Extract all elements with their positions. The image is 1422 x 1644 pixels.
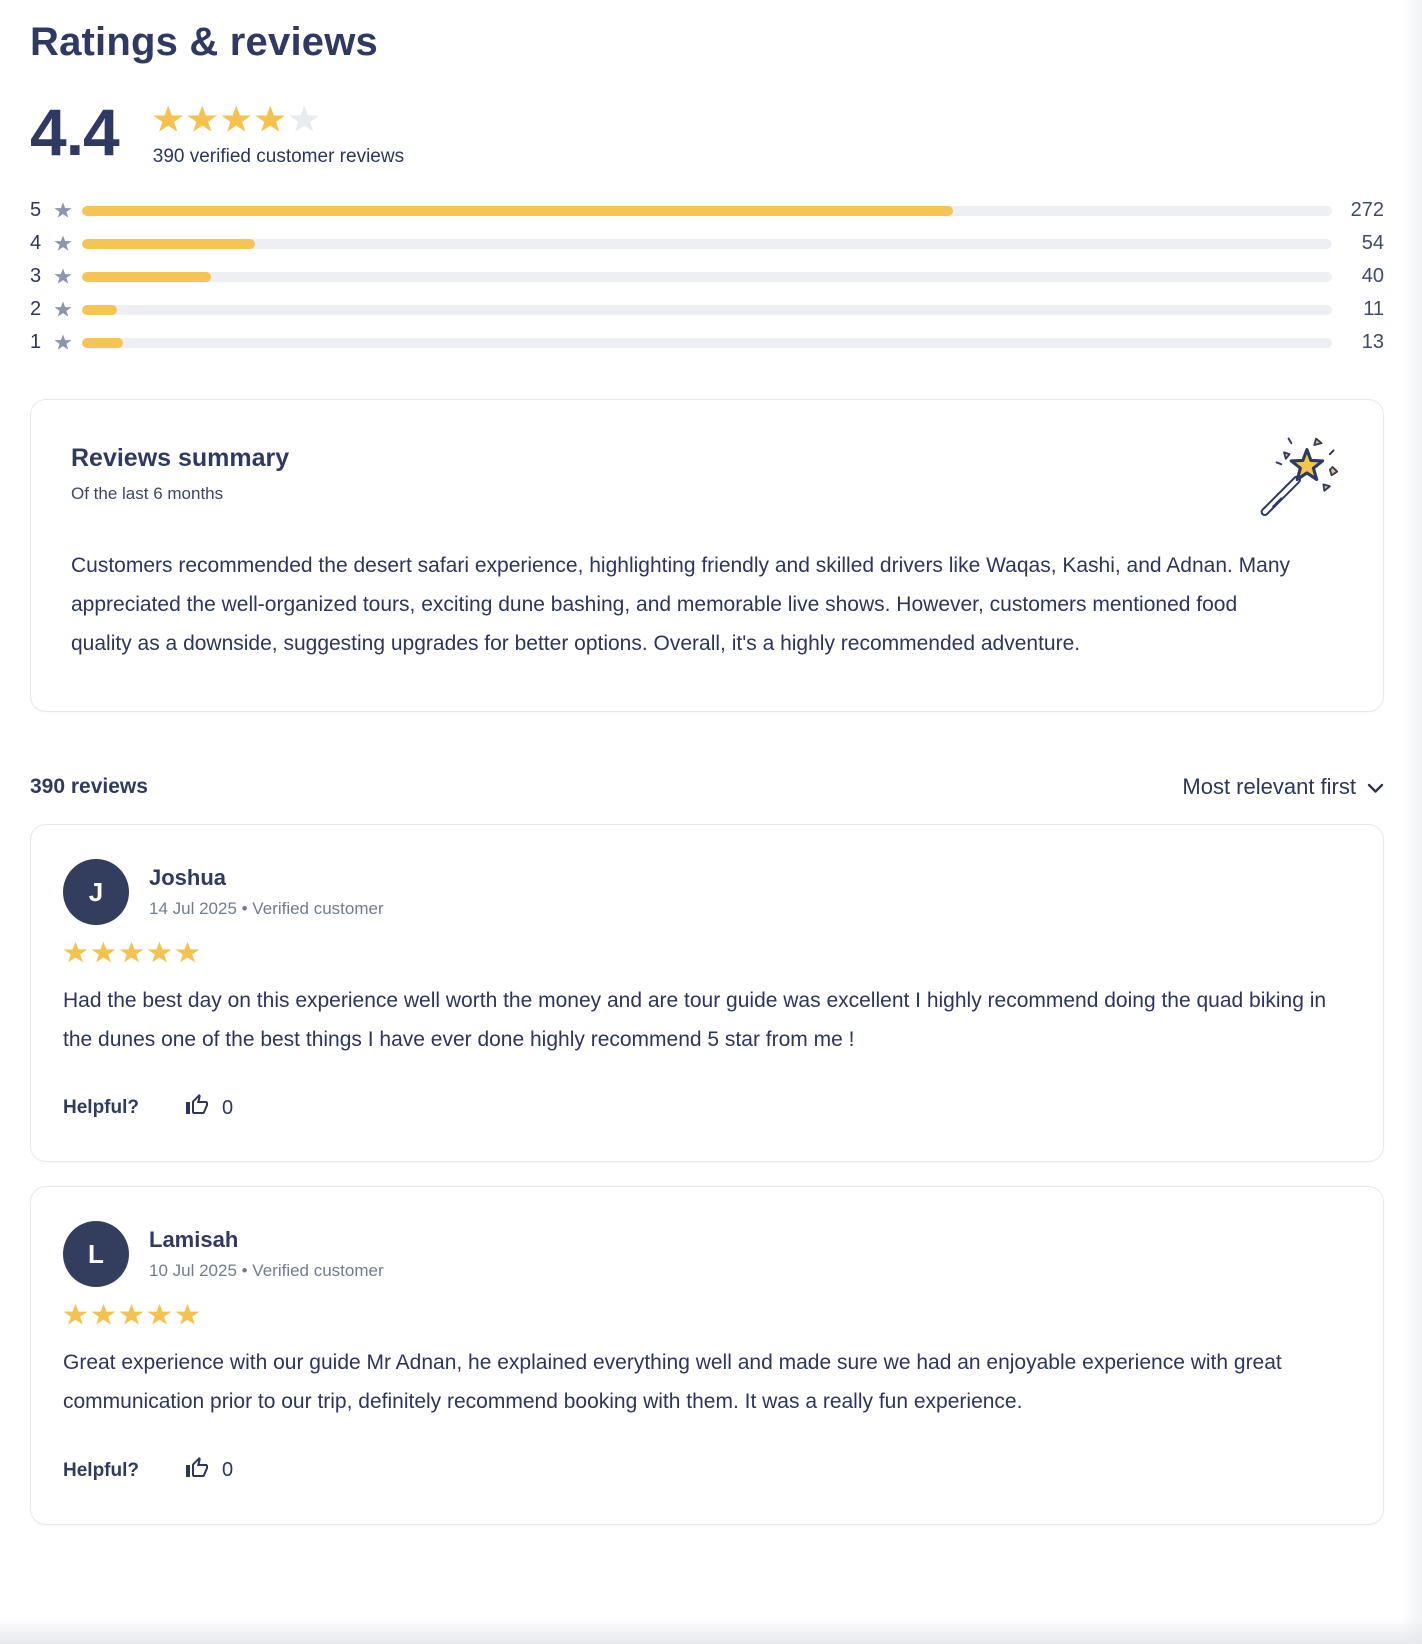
star-icon: [54, 202, 72, 218]
rating-bar-count: 13: [1361, 331, 1384, 353]
helpful-row: Helpful? 0: [63, 1093, 1351, 1123]
star-icon: [54, 235, 72, 251]
helpful-label: Helpful?: [63, 1459, 139, 1481]
rating-bar-count: 272: [1350, 199, 1384, 221]
star-icon: [54, 301, 72, 317]
thumbs-up-icon: [185, 1093, 209, 1123]
star-icon: [175, 941, 200, 963]
star-icon: [63, 1303, 88, 1325]
review-text: Had the best day on this experience well…: [63, 989, 1327, 1051]
star-icon: [147, 1303, 172, 1325]
star-icon: [91, 1303, 116, 1325]
rating-bar-track: [82, 337, 1332, 348]
rating-bar-label: 5: [30, 199, 42, 221]
star-icon: [91, 941, 116, 963]
star-icon: [54, 268, 72, 284]
rating-bar-row: 1 13: [30, 326, 1384, 359]
reviewer-name: Lamisah: [149, 1227, 239, 1253]
rating-bar-count: 54: [1361, 232, 1384, 254]
star-icon: [147, 941, 172, 963]
review-star-rating: [63, 941, 1351, 964]
magic-wand-icon: [1251, 434, 1339, 527]
rating-bar-count: 40: [1361, 265, 1384, 287]
rating-bar-label: 3: [30, 265, 42, 287]
summary-subtitle: Of the last 6 months: [71, 484, 224, 503]
star-icon: [187, 105, 218, 132]
star-icon: [175, 1303, 200, 1325]
reviews-summary-card: Reviews summary Of the last 6 months Cus…: [30, 399, 1384, 713]
avatar: J: [63, 859, 129, 926]
helpful-count: 0: [222, 1459, 234, 1482]
star-icon: [255, 105, 286, 132]
review-card: L Lamisah 10 Jul 2025 • Verified custome…: [30, 1186, 1384, 1525]
rating-bar-track: [82, 271, 1332, 282]
rating-bar-fill: [82, 337, 124, 348]
reviewer-info: Joshua 14 Jul 2025 • Verified customer: [149, 865, 384, 919]
rating-bar-fill: [82, 304, 117, 315]
bottom-fade: [0, 1618, 1422, 1644]
rating-bar-row: 5 272: [30, 194, 1384, 227]
star-icon: [63, 941, 88, 963]
reviews-list-header: 390 reviews Most relevant first: [30, 774, 1384, 800]
star-icon: [54, 334, 72, 350]
chevron-down-icon: [1367, 774, 1384, 800]
rating-bar-row: 2 11: [30, 293, 1384, 326]
avatar: L: [63, 1221, 129, 1288]
rating-bar-row: 4 54: [30, 227, 1384, 260]
rating-bar-label: 2: [30, 298, 42, 320]
review-card: J Joshua 14 Jul 2025 • Verified customer…: [30, 824, 1384, 1163]
review-header: L Lamisah 10 Jul 2025 • Verified custome…: [63, 1221, 1351, 1288]
avatar-initial: J: [88, 876, 104, 907]
thumbs-up-button[interactable]: 0: [185, 1456, 233, 1486]
reviewer-info: Lamisah 10 Jul 2025 • Verified customer: [149, 1227, 384, 1281]
thumbs-up-button[interactable]: 0: [185, 1093, 233, 1123]
rating-bar-fill: [82, 238, 255, 249]
review-text: Great experience with our guide Mr Adnan…: [63, 1351, 1282, 1414]
overall-star-rating: [153, 101, 404, 134]
review-meta: 14 Jul 2025 • Verified customer: [149, 899, 384, 919]
summary-title: Reviews summary: [71, 444, 290, 472]
verified-reviews-caption: 390 verified customer reviews: [152, 146, 405, 167]
summary-body: Customers recommended the desert safari …: [71, 554, 1291, 656]
reviewer-name: Joshua: [149, 865, 227, 891]
rating-bar-track: [82, 238, 1332, 249]
star-icon: [289, 105, 320, 132]
star-icon: [119, 1303, 144, 1325]
rating-distribution: 5 272 4 54 3 40 2 11 1 13: [30, 194, 1384, 359]
rating-score: 4.4: [30, 95, 120, 169]
reviews-count: 390 reviews: [30, 775, 148, 799]
helpful-count: 0: [222, 1096, 234, 1119]
helpful-label: Helpful?: [63, 1097, 139, 1119]
review-header: J Joshua 14 Jul 2025 • Verified customer: [63, 859, 1351, 926]
rating-bar-label: 1: [30, 331, 42, 353]
rating-overview: 4.4 390 verified customer reviews: [30, 95, 1384, 169]
sort-dropdown[interactable]: Most relevant first: [1182, 774, 1384, 800]
review-star-rating: [63, 1303, 1351, 1326]
rating-bar-fill: [82, 205, 954, 216]
rating-bar-count: 11: [1363, 298, 1384, 320]
star-icon: [221, 105, 252, 132]
review-meta: 10 Jul 2025 • Verified customer: [149, 1261, 384, 1281]
page-title: Ratings & reviews: [30, 20, 378, 64]
avatar-initial: L: [88, 1238, 104, 1269]
thumbs-up-icon: [185, 1456, 209, 1486]
rating-bar-track: [82, 304, 1332, 315]
right-edge-fade: [1402, 0, 1422, 1644]
rating-bar-fill: [82, 271, 211, 282]
helpful-row: Helpful? 0: [63, 1456, 1351, 1486]
sort-label: Most relevant first: [1182, 774, 1356, 800]
rating-bar-row: 3 40: [30, 260, 1384, 293]
star-icon: [153, 105, 184, 132]
rating-overview-detail: 390 verified customer reviews: [153, 101, 404, 168]
rating-bar-track: [82, 205, 1332, 216]
rating-bar-label: 4: [30, 232, 42, 254]
star-icon: [119, 941, 144, 963]
